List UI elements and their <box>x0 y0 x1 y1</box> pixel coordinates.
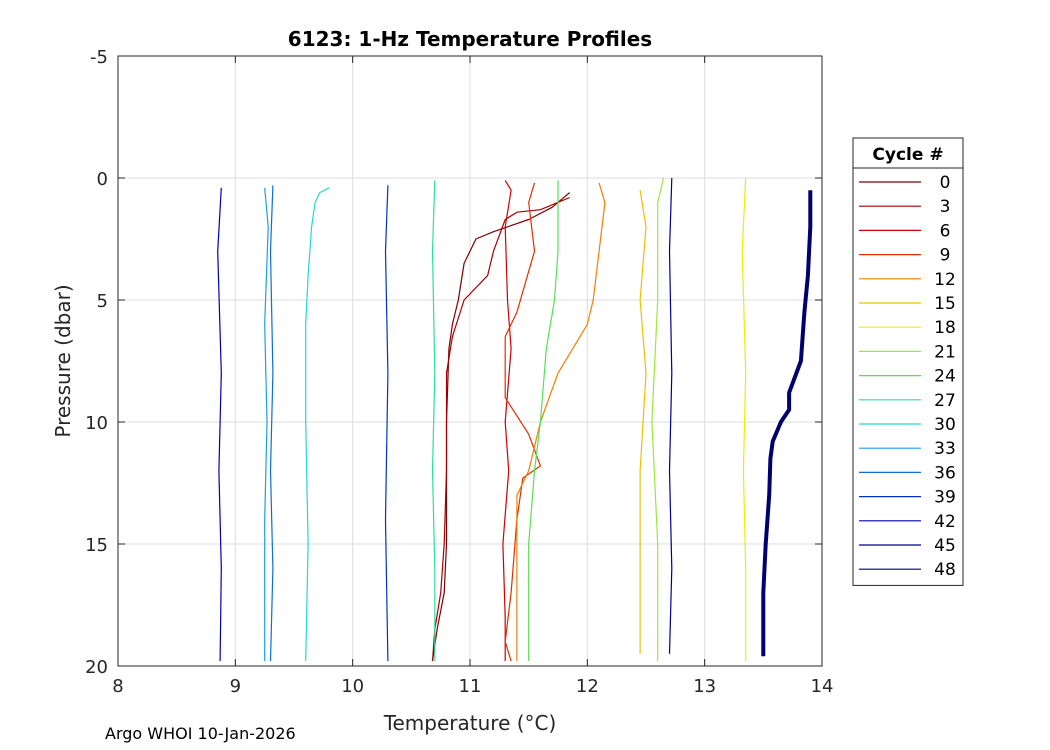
legend-label-33: 33 <box>934 439 956 459</box>
y-tick-label: 0 <box>97 169 108 190</box>
y-tick-label: 20 <box>85 657 108 678</box>
series-line-cycle-21 <box>651 177 665 662</box>
series-layer <box>217 177 813 662</box>
x-tick-label: 10 <box>341 676 364 697</box>
legend-box <box>852 137 964 586</box>
legend-label-27: 27 <box>934 391 956 411</box>
legend-label-15: 15 <box>934 294 956 314</box>
y-tick-label: 5 <box>97 291 108 312</box>
series-line-cycle-0 <box>431 192 571 662</box>
legend-label-3: 3 <box>940 197 951 217</box>
legend-label-24: 24 <box>934 367 956 387</box>
legend-title: Cycle # <box>872 145 943 165</box>
series-line-cycle-27 <box>431 180 436 662</box>
legend-label-18: 18 <box>934 318 956 338</box>
legend-label-39: 39 <box>934 488 956 508</box>
axis-ticks: 8 9 10 11 12 13 14 -5 0 5 10 15 20 <box>85 47 833 697</box>
grid-lines <box>118 56 822 666</box>
y-axis-label: Pressure (dbar) <box>51 284 75 437</box>
series-line-cycle-39 <box>384 185 389 662</box>
footer-date: 10-Jan-2026 <box>197 724 296 743</box>
legend-label-21: 21 <box>934 342 956 362</box>
series-line-cycle-36 <box>269 185 274 662</box>
series-line-cycle-12 <box>516 182 606 662</box>
legend-label-48: 48 <box>934 560 956 580</box>
footer: Argo WHOI 10-Jan-2026 <box>105 724 296 743</box>
series-line-cycle-3 <box>431 196 570 662</box>
legend-label-36: 36 <box>934 463 956 483</box>
series-line-cycle-24 <box>528 180 559 662</box>
x-tick-label: 11 <box>459 676 482 697</box>
series-line-cycle-9 <box>504 182 541 662</box>
series-line-cycle-33 <box>264 187 269 662</box>
legend-label-9: 9 <box>940 246 951 266</box>
legend-label-42: 42 <box>934 512 956 532</box>
series-line-cycle-48 <box>761 190 813 657</box>
legend-label-30: 30 <box>934 415 956 435</box>
y-tick-label: -5 <box>90 47 108 68</box>
series-line-cycle-42 <box>217 187 222 662</box>
series-line-cycle-30 <box>305 187 330 662</box>
x-axis-label: Temperature (°C) <box>383 711 557 735</box>
y-tick-label: 15 <box>85 535 108 556</box>
x-tick-label: 9 <box>230 676 241 697</box>
series-line-cycle-45 <box>668 177 673 654</box>
x-tick-label: 12 <box>576 676 599 697</box>
series-line-cycle-15 <box>639 190 647 654</box>
legend-label-6: 6 <box>940 221 951 241</box>
legend-label-45: 45 <box>934 536 956 556</box>
series-line-cycle-6 <box>502 180 512 662</box>
x-tick-label: 13 <box>693 676 716 697</box>
x-tick-label: 14 <box>811 676 834 697</box>
y-tick-label: 10 <box>85 413 108 434</box>
legend-label-0: 0 <box>940 173 951 193</box>
legend-label-12: 12 <box>934 270 956 290</box>
x-tick-label: 8 <box>112 676 123 697</box>
chart-title: 6123: 1-Hz Temperature Profiles <box>288 27 652 51</box>
series-line-cycle-18 <box>741 177 747 662</box>
footer-org: Argo WHOI <box>105 724 198 743</box>
